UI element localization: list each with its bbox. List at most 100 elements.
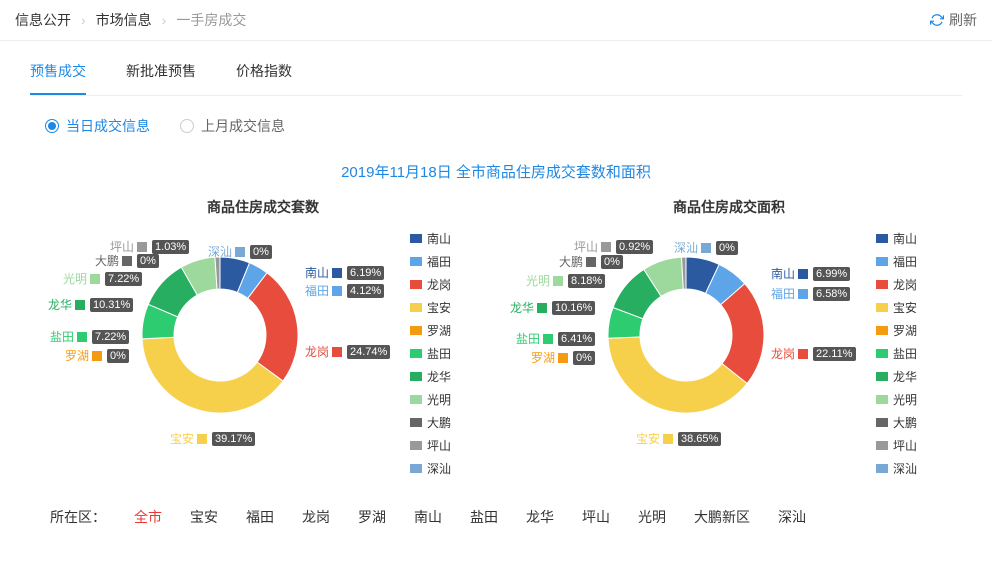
- legend-label: 龙岗: [427, 276, 451, 293]
- legend-item[interactable]: 福田: [876, 253, 961, 270]
- breadcrumb-sep-1: ›: [81, 12, 86, 28]
- callout-pct: 6.99%: [813, 267, 850, 281]
- legend-label: 福田: [893, 253, 917, 270]
- legend-swatch: [876, 349, 888, 358]
- radio-0[interactable]: 当日成交信息: [45, 116, 150, 136]
- legend-item[interactable]: 龙华: [876, 368, 961, 385]
- chart-callout: 福田6.58%: [771, 285, 852, 302]
- breadcrumb-leaf: 一手房成交: [176, 10, 246, 30]
- legend-item[interactable]: 宝安: [876, 299, 961, 316]
- callout-pct: 8.18%: [568, 274, 605, 288]
- radio-1[interactable]: 上月成交信息: [180, 116, 285, 136]
- chart-callout: 宝安38.65%: [636, 430, 723, 447]
- legend-item[interactable]: 深汕: [876, 460, 961, 477]
- callout-pct: 24.74%: [347, 345, 390, 359]
- callout-swatch: [235, 247, 245, 257]
- chart-callout: 深汕0%: [208, 243, 274, 260]
- legend-swatch: [876, 464, 888, 473]
- district-item[interactable]: 罗湖: [358, 507, 386, 527]
- district-item[interactable]: 盐田: [470, 507, 498, 527]
- refresh-button[interactable]: 刷新: [930, 10, 977, 30]
- callout-pct: 38.65%: [678, 432, 721, 446]
- callout-pct: 0.92%: [616, 240, 653, 254]
- breadcrumb-mid[interactable]: 市场信息: [96, 10, 152, 30]
- callout-pct: 22.11%: [813, 347, 856, 361]
- callout-swatch: [332, 286, 342, 296]
- district-item[interactable]: 龙华: [526, 507, 554, 527]
- callout-name: 福田: [305, 282, 329, 299]
- donut-chart: [140, 255, 300, 415]
- chart-callout: 龙岗24.74%: [305, 343, 392, 360]
- chart-area-block: 商品住房成交面积 深汕0%南山6.99%福田6.58%龙岗22.11%宝安38.…: [496, 197, 962, 483]
- legend-item[interactable]: 光明: [876, 391, 961, 408]
- chart-callout: 罗湖0%: [531, 349, 597, 366]
- district-item[interactable]: 深汕: [778, 507, 806, 527]
- legend-item[interactable]: 坪山: [410, 437, 495, 454]
- callout-pct: 0%: [250, 245, 272, 259]
- legend-item[interactable]: 龙岗: [876, 276, 961, 293]
- district-item[interactable]: 宝安: [190, 507, 218, 527]
- callout-swatch: [798, 289, 808, 299]
- legend-item[interactable]: 盐田: [410, 345, 495, 362]
- legend-label: 罗湖: [893, 322, 917, 339]
- legend-swatch: [876, 326, 888, 335]
- donut-slice[interactable]: [142, 337, 283, 413]
- tab-0[interactable]: 预售成交: [30, 61, 86, 95]
- legend-item[interactable]: 福田: [410, 253, 495, 270]
- donut-slice[interactable]: [608, 337, 747, 413]
- chart-units-title: 商品住房成交套数: [30, 197, 496, 217]
- tab-1[interactable]: 新批准预售: [126, 61, 196, 95]
- legend-label: 深汕: [427, 460, 451, 477]
- callout-pct: 4.12%: [347, 284, 384, 298]
- callout-name: 大鹏: [559, 253, 583, 270]
- legend-swatch: [410, 464, 422, 473]
- callout-swatch: [122, 256, 132, 266]
- district-label: 所在区：: [50, 507, 106, 527]
- callout-pct: 6.19%: [347, 266, 384, 280]
- legend-swatch: [410, 372, 422, 381]
- legend-item[interactable]: 罗湖: [410, 322, 495, 339]
- callout-name: 光明: [526, 272, 550, 289]
- chart-callout: 光明 8.18%: [526, 272, 607, 289]
- legend-label: 福田: [427, 253, 451, 270]
- legend-item[interactable]: 宝安: [410, 299, 495, 316]
- legend-item[interactable]: 光明: [410, 391, 495, 408]
- legend-item[interactable]: 罗湖: [876, 322, 961, 339]
- legend-item[interactable]: 深汕: [410, 460, 495, 477]
- breadcrumb-root[interactable]: 信息公开: [15, 10, 71, 30]
- district-item[interactable]: 福田: [246, 507, 274, 527]
- callout-pct: 10.31%: [90, 298, 133, 312]
- chart-area-donut-wrap: 深汕0%南山6.99%福田6.58%龙岗22.11%宝安38.65%罗湖0%盐田…: [496, 225, 876, 455]
- district-item[interactable]: 全市: [134, 507, 162, 527]
- callout-pct: 0%: [601, 255, 623, 269]
- legend-item[interactable]: 大鹏: [876, 414, 961, 431]
- district-item[interactable]: 龙岗: [302, 507, 330, 527]
- legend-label: 南山: [427, 230, 451, 247]
- district-item[interactable]: 坪山: [582, 507, 610, 527]
- callout-pct: 7.22%: [92, 330, 129, 344]
- callout-pct: 0%: [107, 349, 129, 363]
- district-item[interactable]: 大鹏新区: [694, 507, 750, 527]
- callout-name: 宝安: [170, 430, 194, 447]
- legend-item[interactable]: 大鹏: [410, 414, 495, 431]
- tab-2[interactable]: 价格指数: [236, 61, 292, 95]
- callout-name: 南山: [771, 265, 795, 282]
- legend-item[interactable]: 龙岗: [410, 276, 495, 293]
- legend-item[interactable]: 坪山: [876, 437, 961, 454]
- legend-item[interactable]: 龙华: [410, 368, 495, 385]
- chart-units-block: 商品住房成交套数 深汕0%南山6.19%福田4.12%龙岗24.74%宝安39.…: [30, 197, 496, 483]
- legend-label: 龙岗: [893, 276, 917, 293]
- legend-item[interactable]: 南山: [876, 230, 961, 247]
- legend-item[interactable]: 盐田: [876, 345, 961, 362]
- callout-swatch: [137, 242, 147, 252]
- legend-label: 盐田: [893, 345, 917, 362]
- legend-item[interactable]: 南山: [410, 230, 495, 247]
- chart-callout: 坪山1.03%: [110, 238, 191, 255]
- legend-swatch: [876, 257, 888, 266]
- district-item[interactable]: 南山: [414, 507, 442, 527]
- district-item[interactable]: 光明: [638, 507, 666, 527]
- callout-pct: 7.22%: [105, 272, 142, 286]
- chart-units-donut-wrap: 深汕0%南山6.19%福田4.12%龙岗24.74%宝安39.17%罗湖0%盐田…: [30, 225, 410, 455]
- callout-name: 罗湖: [531, 349, 555, 366]
- legend-swatch: [410, 349, 422, 358]
